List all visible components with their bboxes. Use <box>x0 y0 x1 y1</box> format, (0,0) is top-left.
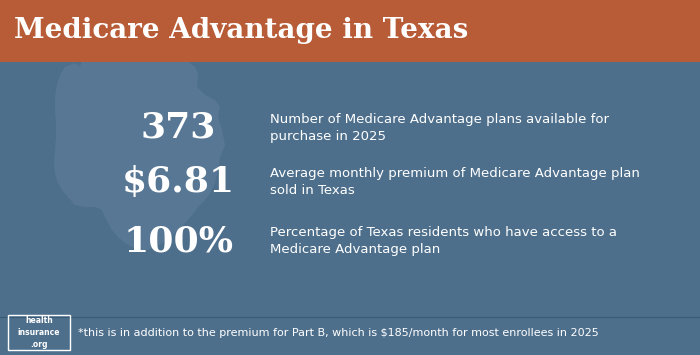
Text: *this is in addition to the premium for Part B, which is $185/month for most enr: *this is in addition to the premium for … <box>78 328 598 338</box>
Text: health
insurance
.org: health insurance .org <box>18 316 60 349</box>
Text: Number of Medicare Advantage plans available for
purchase in 2025: Number of Medicare Advantage plans avail… <box>270 113 608 143</box>
Text: Percentage of Texas residents who have access to a
Medicare Advantage plan: Percentage of Texas residents who have a… <box>270 226 617 256</box>
Text: Average monthly premium of Medicare Advantage plan
sold in Texas: Average monthly premium of Medicare Adva… <box>270 167 639 197</box>
Text: 100%: 100% <box>123 224 234 258</box>
Text: Medicare Advantage in Texas: Medicare Advantage in Texas <box>14 17 468 44</box>
Text: $6.81: $6.81 <box>122 165 235 199</box>
Bar <box>0 0 700 62</box>
Polygon shape <box>54 57 225 250</box>
Bar <box>8 315 70 350</box>
Text: 373: 373 <box>141 111 216 145</box>
